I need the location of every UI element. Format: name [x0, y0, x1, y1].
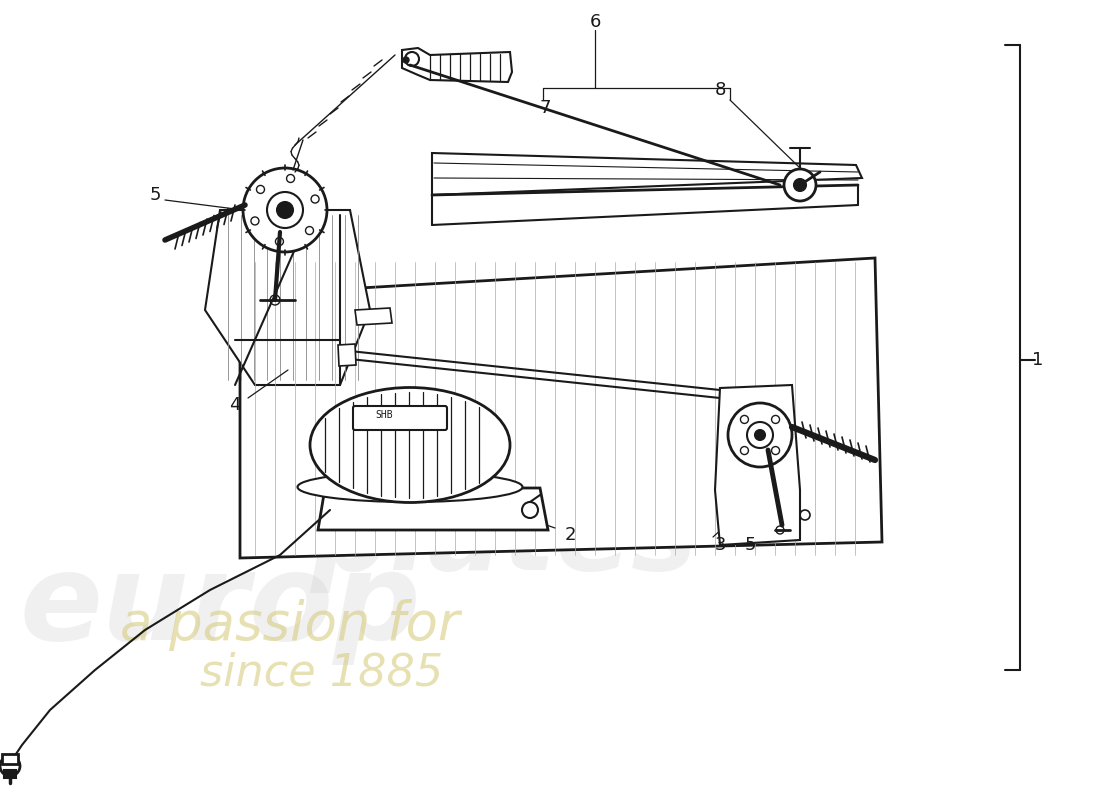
Polygon shape — [205, 210, 370, 385]
Polygon shape — [355, 308, 392, 325]
Polygon shape — [2, 754, 18, 764]
Circle shape — [0, 756, 20, 776]
Text: 4: 4 — [229, 396, 241, 414]
Polygon shape — [432, 153, 862, 195]
Text: 6: 6 — [590, 13, 601, 31]
Circle shape — [277, 202, 293, 218]
Polygon shape — [4, 770, 16, 778]
Text: 1: 1 — [1032, 351, 1044, 369]
Text: 5: 5 — [150, 186, 161, 204]
Polygon shape — [318, 488, 548, 530]
Circle shape — [755, 430, 764, 440]
Polygon shape — [338, 344, 356, 366]
Text: 5: 5 — [745, 536, 756, 554]
FancyBboxPatch shape — [353, 406, 447, 430]
Circle shape — [522, 502, 538, 518]
Ellipse shape — [297, 472, 522, 502]
Polygon shape — [402, 48, 512, 82]
Text: plates: plates — [310, 486, 697, 593]
Circle shape — [747, 422, 773, 448]
Ellipse shape — [310, 387, 510, 502]
Circle shape — [403, 57, 409, 63]
Text: 7: 7 — [539, 99, 551, 117]
Circle shape — [243, 168, 327, 252]
Text: europ: europ — [20, 548, 421, 665]
Text: since 1885: since 1885 — [200, 651, 443, 694]
Text: 2: 2 — [564, 526, 575, 544]
Circle shape — [784, 169, 816, 201]
Polygon shape — [240, 258, 882, 558]
Polygon shape — [715, 385, 800, 545]
Text: SHB: SHB — [375, 410, 393, 420]
Text: 3: 3 — [714, 536, 726, 554]
Circle shape — [728, 403, 792, 467]
Text: 8: 8 — [714, 81, 726, 99]
Text: a passion for: a passion for — [120, 599, 460, 651]
Circle shape — [794, 179, 806, 191]
Circle shape — [267, 192, 303, 228]
